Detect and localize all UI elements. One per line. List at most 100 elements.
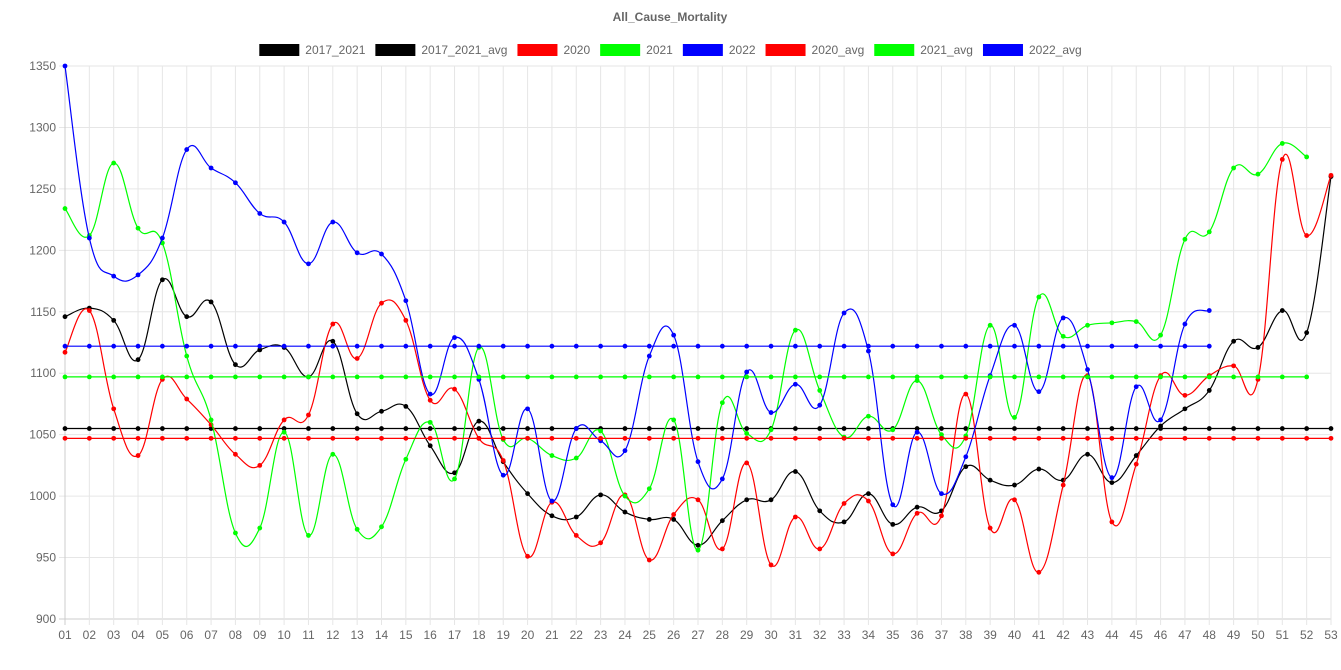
- x-tick-label: 22: [570, 628, 584, 642]
- legend-swatch: [517, 44, 558, 56]
- x-tick-label: 07: [204, 628, 218, 642]
- data-point-2022-avg: [427, 343, 433, 349]
- data-point-2020-avg: [866, 435, 871, 441]
- data-point-2022-avg: [744, 343, 750, 349]
- chart-title: All_Cause_Mortality: [613, 10, 728, 24]
- legend-item-2021[interactable]: 2021: [600, 43, 673, 57]
- data-point-2022: [159, 235, 165, 241]
- data-point-2017-2021-avg: [452, 426, 457, 431]
- data-point-2020-avg: [914, 435, 920, 441]
- legend-label: 2022_avg: [1029, 43, 1082, 57]
- data-point-2022-avg: [330, 343, 336, 349]
- data-point-2017-2021: [257, 347, 263, 353]
- x-tick-label: 05: [156, 628, 170, 642]
- data-point-2020-avg: [1304, 435, 1310, 441]
- legend-label: 2020_avg: [812, 43, 865, 57]
- data-point-2022-avg: [598, 343, 604, 349]
- x-tick-label: 41: [1032, 628, 1046, 642]
- data-point-2020-avg: [646, 435, 652, 441]
- x-tick-label: 36: [910, 628, 924, 642]
- data-point-2017-2021: [573, 514, 579, 520]
- data-point-2021-avg: [1060, 374, 1066, 380]
- x-tick-label: 44: [1105, 628, 1119, 642]
- x-tick-label: 19: [497, 628, 511, 642]
- data-point-2021-avg: [257, 374, 263, 380]
- series-2017-2021-avg: [62, 426, 1334, 431]
- data-point-2020-avg: [671, 435, 677, 441]
- data-point-2020: [1133, 461, 1139, 467]
- data-point-2020-avg: [379, 435, 384, 441]
- data-point-2022-avg: [573, 343, 579, 349]
- legend-item-2020-avg[interactable]: 2020_avg: [765, 43, 865, 57]
- data-point-2022: [914, 429, 920, 435]
- data-point-2021: [622, 493, 628, 499]
- data-point-2022: [427, 391, 433, 397]
- legend-item-2017-2021-avg[interactable]: 2017_2021_avg: [375, 43, 507, 57]
- x-tick-label: 12: [326, 628, 340, 642]
- data-point-2017-2021-avg: [379, 426, 384, 431]
- legend-item-2020[interactable]: 2020: [517, 43, 590, 57]
- data-point-2021: [306, 533, 311, 538]
- data-point-2022: [135, 272, 141, 278]
- data-point-2017-2021: [744, 497, 750, 503]
- data-point-2017-2021-avg: [719, 426, 725, 431]
- x-tick-label: 47: [1178, 628, 1192, 642]
- data-point-2017-2021: [1012, 482, 1017, 488]
- data-point-2021-avg: [1279, 374, 1285, 380]
- legend-item-2022[interactable]: 2022: [682, 43, 756, 57]
- data-point-2017-2021: [427, 443, 433, 449]
- data-point-2021-avg: [208, 374, 214, 380]
- data-point-2022: [1085, 367, 1090, 372]
- data-point-2017-2021-avg: [427, 426, 433, 431]
- data-point-2017-2021: [525, 491, 530, 497]
- data-point-2020: [939, 513, 944, 519]
- data-point-2021: [330, 451, 336, 457]
- x-tick-label: 46: [1154, 628, 1168, 642]
- legend-swatch: [765, 44, 806, 56]
- data-point-2020-avg: [1060, 435, 1066, 441]
- y-tick-label: 1150: [30, 305, 56, 319]
- legend-item-2021-avg[interactable]: 2021_avg: [874, 43, 973, 57]
- data-point-2022-avg: [695, 343, 701, 349]
- data-point-2022-avg: [111, 343, 117, 349]
- data-point-2022-avg: [525, 343, 530, 349]
- data-point-2022-avg: [135, 343, 141, 349]
- data-point-2021-avg: [1182, 374, 1188, 380]
- data-point-2021-avg: [233, 374, 238, 380]
- series-2022-avg: [62, 343, 1212, 349]
- x-tick-label: 27: [691, 628, 705, 642]
- data-point-2017-2021-avg: [1085, 426, 1090, 431]
- data-point-2021: [549, 453, 555, 458]
- data-point-2021: [354, 526, 360, 532]
- data-point-2022-avg: [841, 343, 847, 349]
- data-point-2017-2021-avg: [792, 426, 798, 431]
- data-point-2021: [1060, 333, 1066, 339]
- legend-item-2017-2021[interactable]: 2017_2021: [259, 43, 366, 57]
- data-point-2022: [817, 402, 823, 408]
- data-point-2020: [111, 406, 117, 412]
- legend-item-2022-avg[interactable]: 2022_avg: [982, 43, 1082, 57]
- data-point-2017-2021: [452, 470, 457, 476]
- data-point-2022: [1182, 321, 1188, 327]
- data-point-2020: [646, 557, 652, 563]
- x-tick-label: 16: [424, 628, 438, 642]
- data-point-2022-avg: [1133, 343, 1139, 349]
- data-point-2021: [914, 378, 920, 383]
- data-point-2022: [1036, 389, 1042, 395]
- data-point-2021-avg: [86, 374, 92, 380]
- data-point-2020-avg: [184, 435, 190, 441]
- data-point-2020: [695, 497, 701, 503]
- data-point-2021-avg: [1158, 374, 1163, 380]
- data-point-2022: [1060, 315, 1066, 321]
- data-point-2021: [1182, 236, 1188, 242]
- data-point-2017-2021: [403, 404, 409, 409]
- data-point-2017-2021-avg: [1012, 426, 1017, 431]
- data-point-2022-avg: [1012, 343, 1017, 349]
- data-point-2021-avg: [184, 374, 190, 380]
- x-tick-label: 53: [1324, 628, 1338, 642]
- data-point-2021-avg: [890, 374, 896, 380]
- data-point-2021-avg: [1012, 374, 1017, 380]
- x-axis-ticks: 01 02 03 04 05 06 07 08 09 10 11 12 13 14 15 16 17 18 19 20…: [58, 628, 1338, 642]
- x-tick-label: 48: [1203, 628, 1217, 642]
- data-point-2017-2021: [330, 338, 336, 344]
